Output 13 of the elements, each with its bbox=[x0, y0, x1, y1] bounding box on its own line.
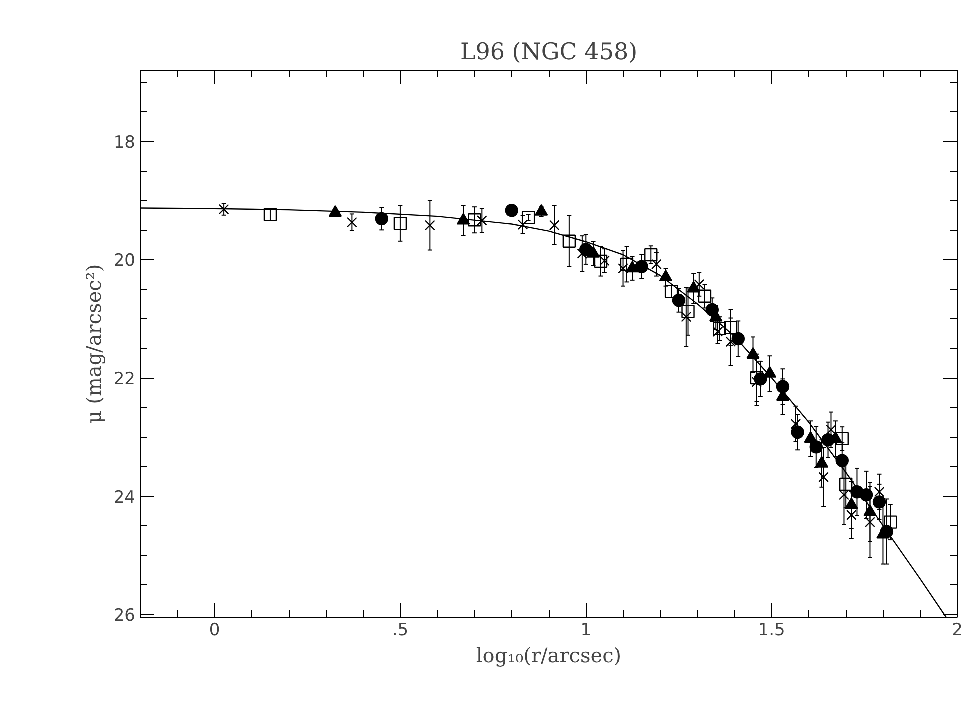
x-tick-label: 0 bbox=[209, 620, 220, 640]
y-axis-title: μ (mag/arcsec²) bbox=[82, 264, 106, 424]
x-tick-label: .5 bbox=[392, 620, 409, 640]
y-tick-label: 20 bbox=[114, 251, 136, 272]
x-tick-label: 1 bbox=[580, 620, 592, 640]
x-axis-title: log₁₀(r/arcsec) bbox=[476, 644, 622, 668]
chart-title: L96 (NGC 458) bbox=[460, 40, 638, 66]
y-tick-label: 18 bbox=[114, 132, 136, 153]
y-tick-label: 26 bbox=[114, 606, 136, 626]
x-tick-label: 2 bbox=[952, 620, 963, 640]
y-tick-label: 22 bbox=[114, 370, 136, 390]
x-tick-label: 1.5 bbox=[758, 620, 786, 640]
y-tick-label: 24 bbox=[114, 488, 136, 508]
